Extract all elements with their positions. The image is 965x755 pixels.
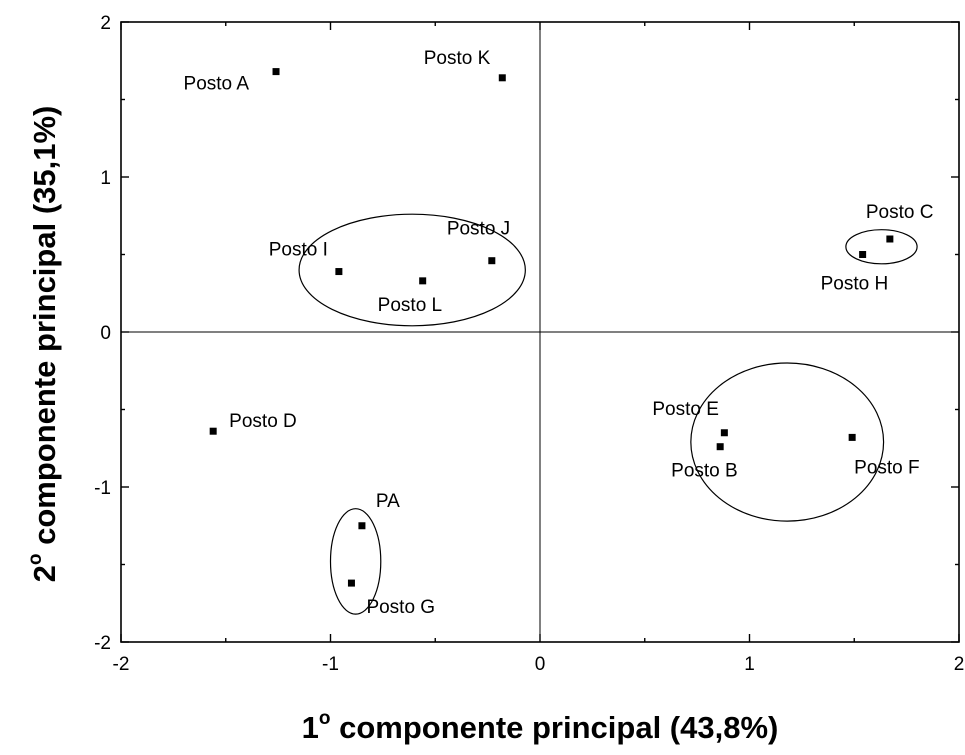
point-label: PA (376, 491, 400, 512)
point-label: Posto C (866, 202, 934, 223)
data-point (209, 427, 217, 435)
point-label: Posto B (671, 461, 738, 482)
point-label: Posto L (378, 295, 442, 316)
data-point (335, 268, 343, 276)
x-axis-title: 1o componente principal (43,8%) (302, 708, 779, 745)
point-label: Posto H (821, 274, 889, 295)
point-label: Posto F (854, 457, 919, 478)
data-point (488, 257, 496, 265)
point-label: Posto J (447, 219, 510, 240)
x-tick-label: -1 (322, 654, 339, 675)
data-point (720, 429, 728, 437)
y-tick-label: 0 (100, 323, 111, 344)
point-label: Posto D (229, 411, 297, 432)
point-label: Posto A (184, 74, 250, 95)
y-axis-title: 2o componente principal (35,1%) (25, 106, 62, 583)
data-point (358, 522, 366, 530)
x-tick-label: 2 (954, 654, 965, 675)
y-tick-label: -2 (94, 633, 111, 654)
x-tick-label: 1 (744, 654, 755, 675)
data-point (716, 443, 724, 451)
data-point (419, 277, 427, 285)
point-label: Posto G (366, 597, 435, 618)
data-point (859, 251, 867, 258)
data-point (886, 235, 894, 243)
group-ellipse (329, 508, 382, 615)
data-point (498, 74, 506, 82)
data-point (347, 579, 355, 587)
y-tick-label: 2 (100, 13, 111, 34)
x-tick-label: -2 (113, 654, 130, 675)
data-point (272, 68, 280, 76)
x-tick-label: 0 (535, 654, 546, 675)
point-label: Posto I (269, 240, 328, 261)
y-tick-label: 1 (100, 168, 111, 189)
data-point (848, 433, 856, 441)
group-ellipse (298, 213, 526, 327)
y-tick-label: -1 (94, 478, 111, 499)
group-ellipse (690, 362, 885, 522)
plot-area: -2 -1 0 1 2 -2 -1 0 1 2 Posto A Posto K Posto C Posto… (94, 13, 964, 675)
point-label: Posto E (652, 399, 719, 420)
group-ellipse (845, 229, 918, 265)
point-label: Posto K (424, 48, 491, 69)
